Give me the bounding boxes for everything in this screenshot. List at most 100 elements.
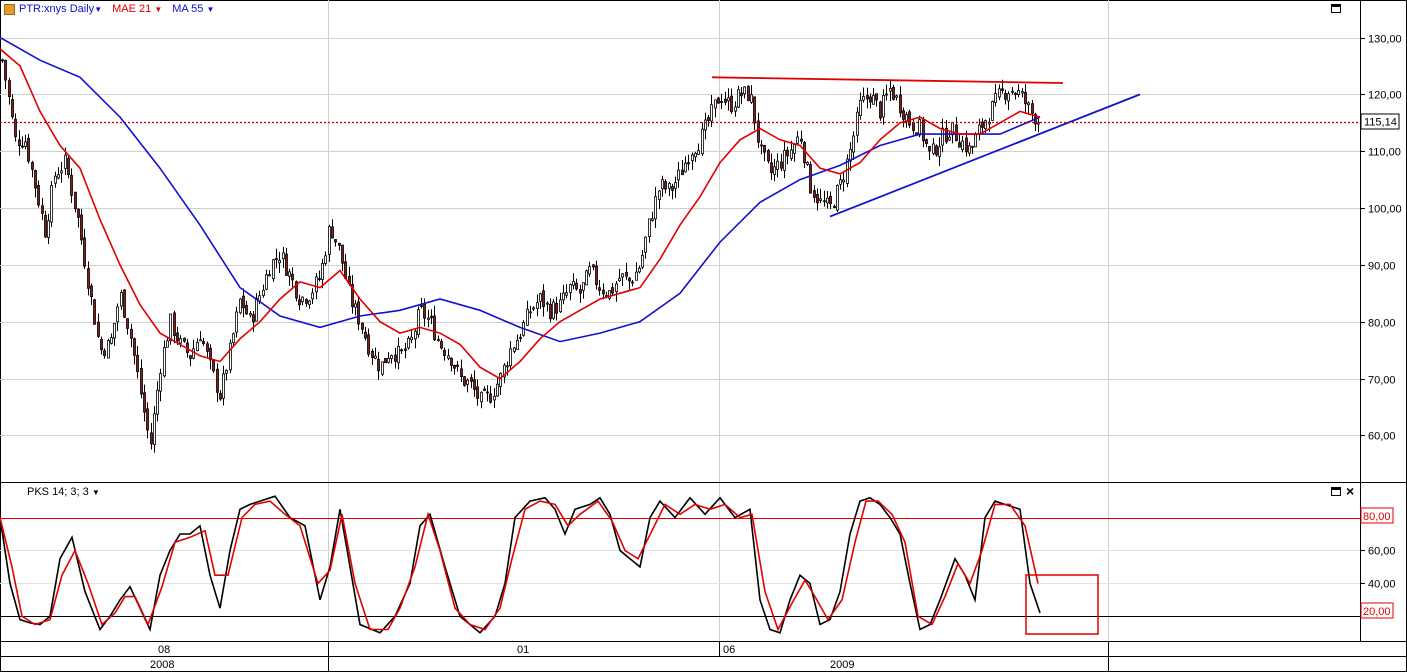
candle-body	[506, 365, 509, 368]
candle-body	[935, 145, 938, 156]
candle-body	[8, 80, 11, 98]
candle-body	[618, 277, 621, 281]
candle-body	[308, 300, 311, 305]
candle-body	[130, 328, 133, 339]
oscillator-80-label: 80,00	[1363, 511, 1391, 523]
candle-body	[219, 392, 222, 400]
symbol-selector[interactable]: PTR:xnys Daily▼	[19, 3, 102, 15]
candle-body	[57, 174, 60, 179]
time-axis: 08 01 06 2008 2009	[150, 641, 1109, 672]
candle-body	[54, 175, 57, 184]
candle-body	[899, 94, 902, 114]
candle-body	[196, 341, 199, 352]
candle-body	[902, 110, 905, 120]
ma-indicator-selector[interactable]: MA 55 ▼	[172, 3, 214, 15]
candle-body	[730, 95, 733, 113]
candle-body	[295, 281, 298, 299]
candle-body	[809, 164, 812, 194]
candle-body	[978, 124, 981, 134]
candle-body	[400, 349, 403, 352]
candle-body	[648, 218, 651, 237]
candle-body	[394, 354, 397, 362]
candle-body	[608, 290, 611, 299]
candle-body	[895, 95, 898, 98]
candle-body	[255, 298, 258, 322]
oscillator-20-badge: 20,00	[1360, 602, 1394, 619]
candle-body	[321, 263, 324, 280]
candle-body	[658, 190, 661, 201]
candle-body	[70, 175, 73, 196]
oscillator-panel[interactable]	[0, 483, 1360, 641]
candle-body	[318, 278, 321, 280]
candle-body	[390, 355, 393, 359]
candle-body	[447, 355, 450, 359]
candle-body	[938, 146, 941, 157]
oscillator-gridlines	[0, 483, 1360, 641]
candle-body	[740, 92, 743, 97]
chevron-down-icon: ▼	[91, 488, 100, 497]
candle-body	[681, 169, 684, 176]
oscillator-selector[interactable]: PKS 14; 3; 3 ▼	[27, 486, 100, 498]
candle-body	[146, 408, 149, 431]
mae-indicator-selector[interactable]: MAE 21 ▼	[112, 3, 162, 15]
close-oscillator-panel-icon[interactable]: ×	[1346, 483, 1355, 499]
candle-body	[503, 364, 506, 378]
candle-body	[697, 150, 700, 155]
candle-body	[767, 150, 770, 162]
candle-body	[4, 59, 7, 81]
candle-body	[592, 264, 595, 268]
candle-body	[493, 395, 496, 401]
candle-body	[364, 331, 367, 339]
candle-body	[136, 354, 139, 373]
maximize-oscillator-panel-icon[interactable]	[1331, 487, 1341, 496]
candle-body	[674, 182, 677, 189]
candle-body	[701, 128, 704, 155]
candle-body	[852, 135, 855, 153]
candle-body	[760, 144, 763, 147]
price-panel[interactable]	[0, 0, 1360, 482]
candle-body	[862, 96, 865, 101]
candle-body	[199, 339, 202, 342]
candle-body	[770, 162, 773, 174]
candle-body	[866, 95, 869, 100]
year-label-2008: 2008	[150, 659, 174, 671]
candle-body	[450, 357, 453, 366]
candle-body	[357, 301, 360, 325]
candle-body	[278, 260, 281, 264]
candle-body	[486, 391, 489, 394]
candle-body	[74, 191, 77, 210]
candle-body	[140, 368, 143, 395]
candle-body	[120, 292, 123, 307]
candle-body	[189, 355, 192, 360]
candle-body	[615, 283, 618, 293]
candle-body	[387, 357, 390, 363]
candle-body	[737, 89, 740, 108]
candle-body	[110, 337, 113, 344]
candle-body	[661, 179, 664, 190]
candle-body	[480, 391, 483, 403]
candle-body	[156, 389, 159, 415]
candle-body	[100, 339, 103, 351]
candle-body	[272, 259, 275, 280]
candle-body	[813, 190, 816, 198]
candle-body	[961, 140, 964, 151]
candle-body	[232, 333, 235, 344]
candle-body	[836, 185, 839, 211]
candle-body	[707, 117, 710, 121]
maximize-price-panel-icon[interactable]	[1331, 4, 1341, 13]
candle-body	[113, 322, 116, 339]
candle-body	[133, 338, 136, 356]
candle-body	[239, 298, 242, 314]
candle-body	[34, 170, 37, 189]
candle-body	[925, 139, 928, 144]
candle-body	[724, 98, 727, 103]
candle-body	[984, 120, 987, 129]
candle-body	[209, 347, 212, 361]
support-trendline	[829, 93, 1141, 218]
candle-body	[872, 94, 875, 105]
candle-body	[50, 185, 53, 223]
candle-body	[579, 289, 582, 294]
candle-body	[958, 142, 961, 148]
last-price-label: 115,14	[1364, 117, 1397, 129]
price-legend: PTR:xnys Daily▼ MAE 21 ▼ MA 55 ▼	[4, 3, 214, 15]
